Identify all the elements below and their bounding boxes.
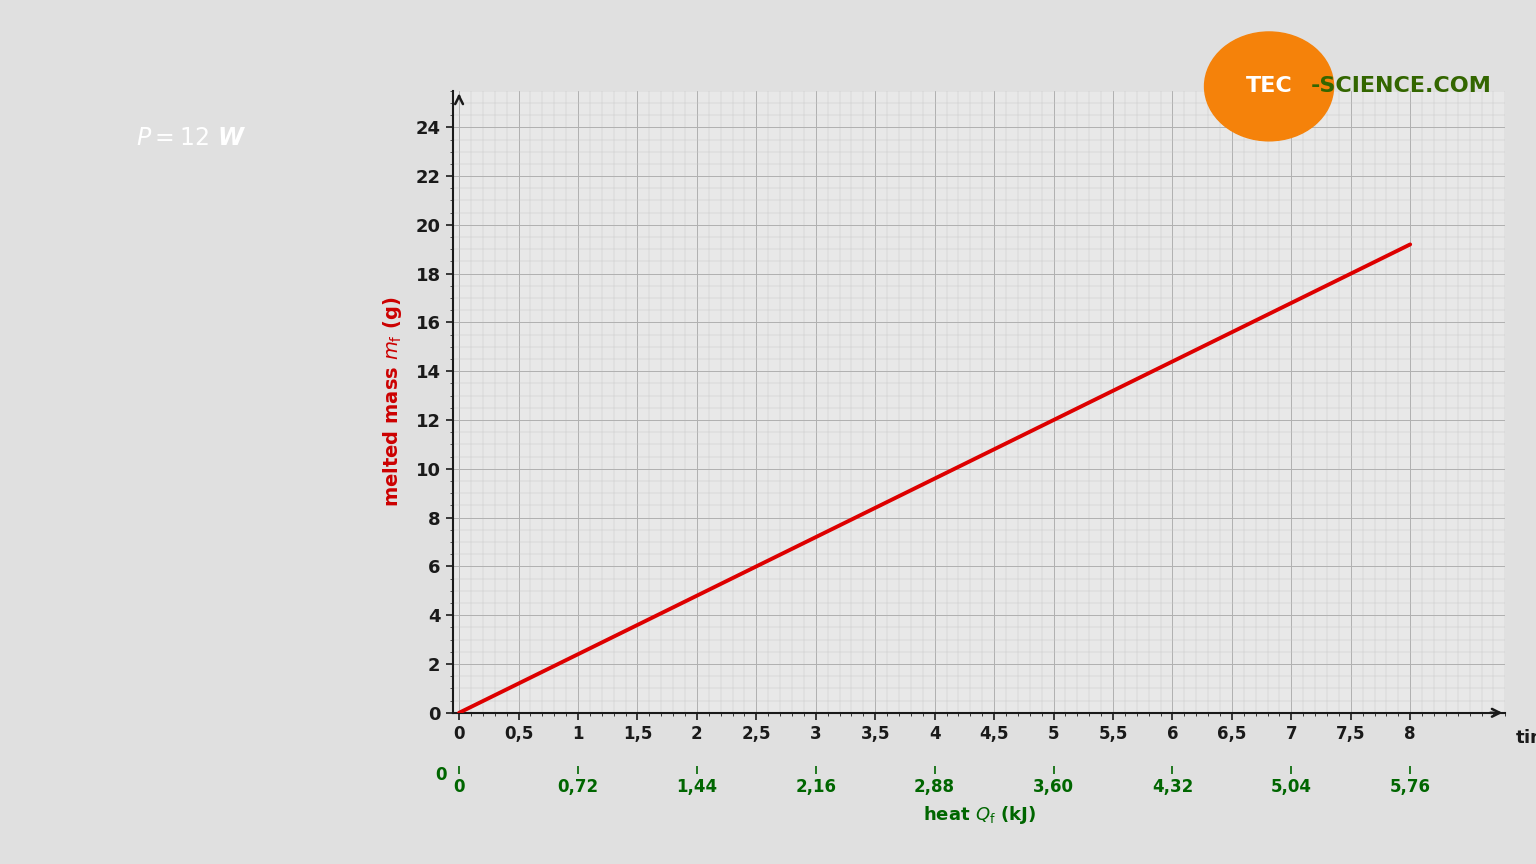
Text: 0: 0 — [435, 766, 447, 784]
Text: TEC: TEC — [1246, 76, 1292, 97]
Y-axis label: melted mass $m_\mathrm{f}$ (g): melted mass $m_\mathrm{f}$ (g) — [381, 296, 404, 507]
Ellipse shape — [1204, 32, 1333, 141]
Text: time $t$ (min): time $t$ (min) — [1514, 727, 1536, 747]
X-axis label: heat $Q_\mathrm{f}$ (kJ): heat $Q_\mathrm{f}$ (kJ) — [923, 804, 1035, 826]
Text: -SCIENCE.COM: -SCIENCE.COM — [1310, 76, 1491, 97]
Text: $P=12$ W: $P=12$ W — [135, 126, 246, 150]
